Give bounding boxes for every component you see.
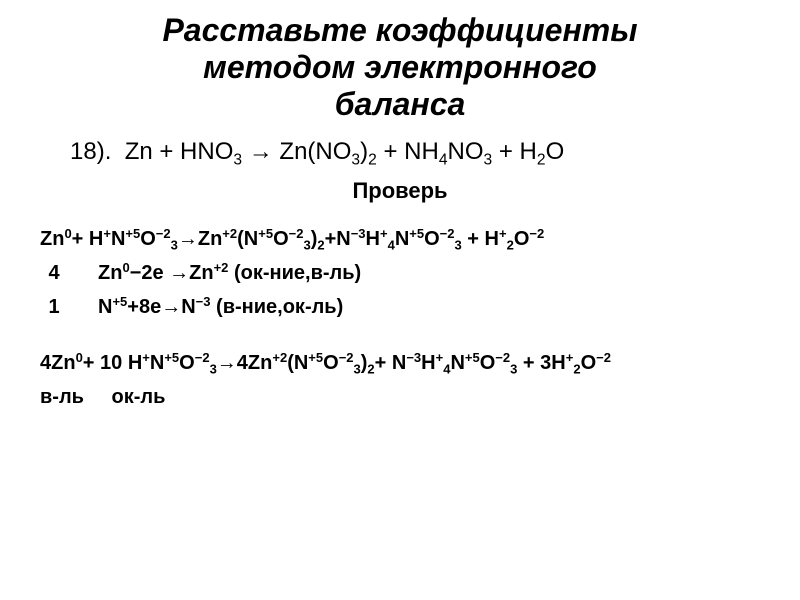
coef-zn: 4 [40, 352, 51, 374]
title-line-3: баланса [335, 86, 466, 122]
expanded-equation: Zn0+ H+N+5O−23→Zn+2(N+5O−23)2+N−3H+4N+5O… [40, 222, 760, 256]
half-reaction-2: 1N+5+8e→N−3 (в-ние,ок-ль) [40, 290, 760, 324]
slide-title: Расставьте коэффициенты методом электрон… [40, 12, 760, 122]
eq-number: 18). [70, 138, 111, 165]
expanded-block: Zn0+ H+N+5O−23→Zn+2(N+5O−23)2+N−3H+4N+5O… [40, 222, 760, 324]
reducer-label: в-ль [40, 380, 84, 414]
main-equation: 18). Zn + HNO3 → Zn(NO3)2 + NH4NO3 + H2O [40, 136, 760, 167]
hr1-coef: 4 [40, 256, 68, 290]
coef-h2o: 3 [540, 352, 551, 374]
balanced-block: 4Zn0+ 10 H+N+5O−23→4Zn+2(N+5O−23)2+ N−3H… [40, 346, 760, 414]
check-label: Проверь [210, 178, 590, 204]
balanced-equation: 4Zn0+ 10 H+N+5O−23→4Zn+2(N+5O−23)2+ N−3H… [40, 346, 760, 380]
slide: Расставьте коэффициенты методом электрон… [0, 0, 800, 600]
half-reaction-1: 4Zn0−2e →Zn+2 (ок-ние,в-ль) [40, 256, 760, 290]
hr2-coef: 1 [40, 290, 68, 324]
coef-hno3: 10 [100, 352, 122, 374]
role-labels: в-ль ок-ль [40, 380, 760, 414]
coef-zn-prod: 4 [237, 352, 248, 374]
oxidizer-label: ок-ль [112, 380, 166, 414]
title-line-1: Расставьте коэффициенты [162, 12, 637, 48]
title-line-2: методом электронного [203, 49, 597, 85]
